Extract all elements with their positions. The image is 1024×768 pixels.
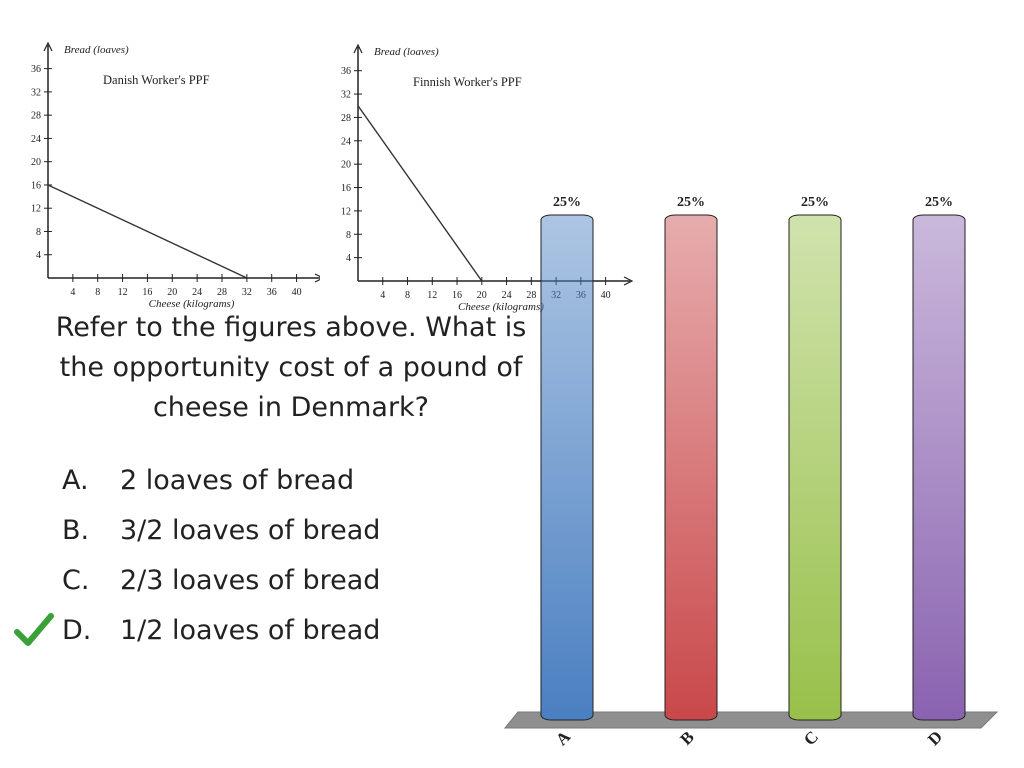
bar-c: [788, 214, 842, 721]
bar-b: [664, 214, 718, 721]
x-axis-label: Cheese (kilograms): [458, 301, 544, 313]
y-tick-label: 36: [31, 64, 41, 75]
answer-choices: A. 2 loaves of bread B. 3/2 loaves of br…: [62, 458, 380, 658]
y-axis-arrow-icon: [43, 41, 53, 52]
x-tick-label: 24: [192, 287, 202, 298]
y-tick-label: 24: [31, 134, 41, 145]
y-tick-label: 20: [31, 157, 41, 168]
y-tick-label: 4: [36, 250, 41, 261]
x-tick-label: 28: [526, 290, 536, 301]
x-axis-arrow-icon: [314, 273, 320, 283]
choice-b[interactable]: B. 3/2 loaves of bread: [62, 508, 380, 558]
chart-title: Finnish Worker's PPF: [413, 75, 522, 89]
x-tick-label: 12: [427, 290, 437, 301]
choice-c[interactable]: C. 2/3 loaves of bread: [62, 558, 380, 608]
x-tick-label: 16: [452, 290, 462, 301]
choice-letter: D.: [62, 615, 92, 646]
category-label: C: [800, 727, 822, 749]
bar-value-label: 25%: [925, 195, 953, 210]
y-tick-label: 20: [341, 160, 351, 171]
y-tick-label: 24: [341, 136, 351, 147]
x-tick-label: 36: [267, 287, 277, 298]
choice-text: 3/2 loaves of bread: [120, 515, 381, 546]
x-tick-label: 8: [405, 290, 410, 301]
x-axis-arrow-icon: [623, 276, 634, 286]
bar-d: [912, 214, 966, 721]
y-tick-label: 8: [346, 230, 351, 241]
y-axis-arrow-icon: [353, 43, 363, 54]
category-label: A: [552, 727, 575, 750]
y-tick-label: 4: [346, 253, 351, 264]
x-tick-label: 20: [477, 290, 487, 301]
choice-text: 1/2 loaves of bread: [120, 615, 381, 646]
bar-value-label: 25%: [801, 195, 829, 210]
bar-value-label: 25%: [553, 195, 581, 210]
correct-checkmark-icon: [14, 613, 54, 646]
x-tick-label: 28: [217, 287, 227, 298]
x-tick-label: 40: [292, 287, 302, 298]
y-tick-label: 16: [31, 180, 41, 191]
response-poll-chart: 25% A 25% B 25% C 25% D: [503, 195, 999, 750]
x-tick-label: 12: [118, 287, 128, 298]
y-tick-label: 32: [341, 90, 351, 101]
x-tick-label: 40: [601, 290, 611, 301]
x-tick-label: 4: [380, 290, 385, 301]
question-text: Refer to the figures above. What is the …: [55, 312, 527, 423]
chart-title: Danish Worker's PPF: [103, 73, 210, 87]
ppf-line: [47, 184, 248, 279]
x-tick-label: 24: [502, 290, 512, 301]
y-axis-label: Bread (loaves): [64, 44, 129, 56]
y-tick-label: 12: [31, 204, 41, 215]
y-tick-label: 32: [31, 87, 41, 98]
y-tick-label: 36: [341, 66, 351, 77]
y-tick-label: 8: [36, 227, 41, 238]
y-axis-label: Bread (loaves): [374, 46, 439, 58]
choice-text: 2 loaves of bread: [120, 465, 355, 496]
x-tick-label: 20: [167, 287, 177, 298]
ppf-line: [357, 105, 483, 282]
y-tick-label: 28: [31, 111, 41, 122]
category-label: B: [676, 727, 697, 748]
bar-value-label: 25%: [677, 195, 705, 210]
choice-a[interactable]: A. 2 loaves of bread: [62, 458, 380, 508]
x-tick-label: 8: [95, 287, 100, 298]
choice-letter: B.: [62, 515, 90, 546]
y-tick-label: 28: [341, 113, 351, 124]
y-tick-label: 16: [341, 183, 351, 194]
bar-a: [540, 214, 594, 721]
choice-letter: C.: [62, 565, 90, 596]
x-tick-label: 16: [142, 287, 152, 298]
x-tick-label: 4: [70, 287, 75, 298]
category-label: D: [924, 727, 946, 749]
choice-d[interactable]: D. 1/2 loaves of bread: [62, 608, 380, 658]
x-tick-label: 32: [242, 287, 252, 298]
choice-letter: A.: [62, 465, 89, 496]
danish-ppf-chart: 4 8 12 16 20 24 28 32 36 4 8 12 16 20 24 28 32 36 40 Bread …: [31, 41, 320, 310]
x-axis-label: Cheese (kilograms): [149, 298, 235, 310]
choice-text: 2/3 loaves of bread: [120, 565, 381, 596]
y-tick-label: 12: [341, 206, 351, 217]
